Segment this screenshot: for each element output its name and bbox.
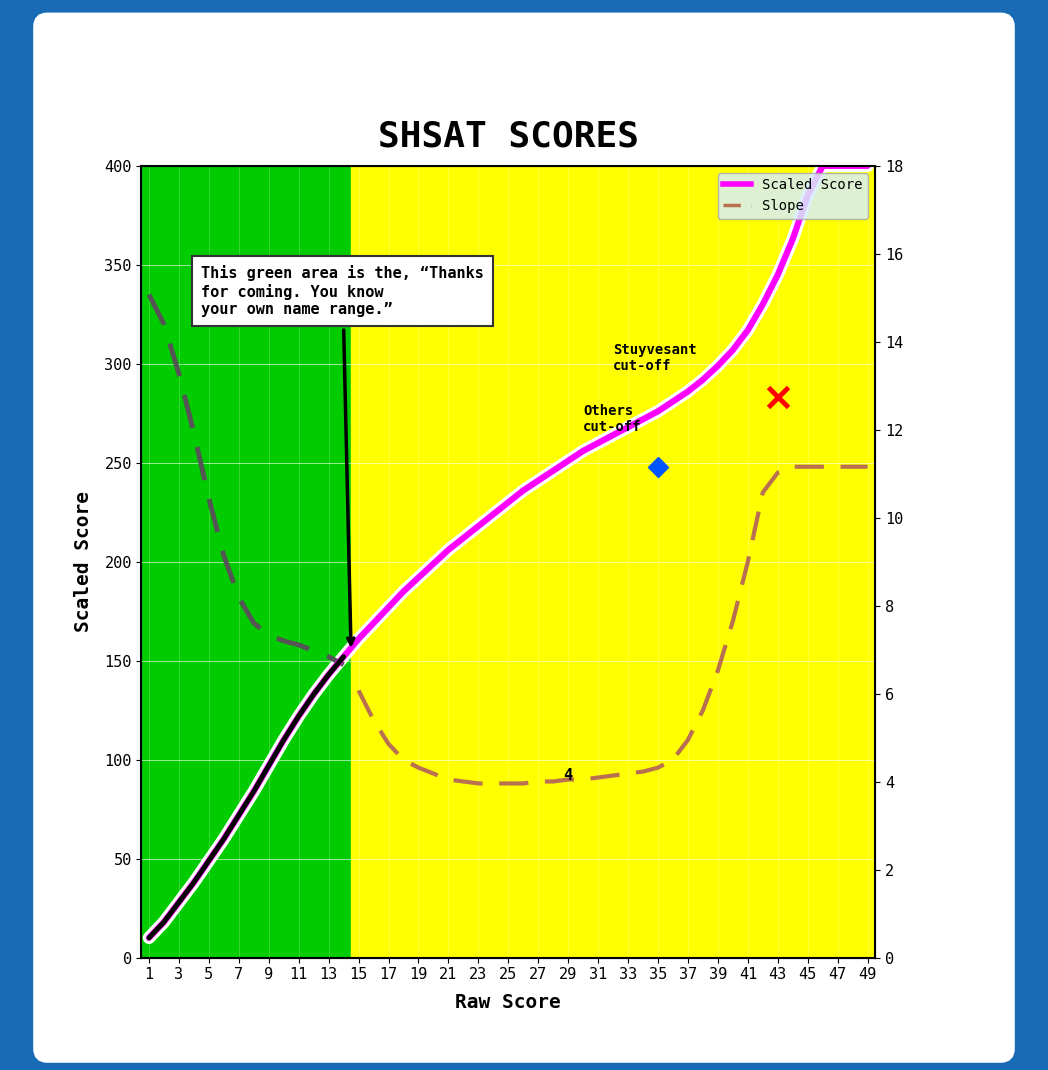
- Slope: [652, 761, 664, 774]
- Scaled Score: [742, 324, 755, 337]
- Slope: [786, 460, 799, 473]
- Scaled Score: [352, 632, 365, 645]
- Slope: [667, 753, 679, 766]
- FancyBboxPatch shape: [37, 16, 1011, 1059]
- Scaled Score: [157, 916, 170, 929]
- Slope: [383, 737, 395, 750]
- Scaled Score: [847, 159, 859, 172]
- Slope: [367, 714, 379, 727]
- Text: This green area is the, “Thanks
for coming. You know
your own name range.”: This green area is the, “Thanks for comi…: [201, 265, 484, 644]
- Scaled Score: [188, 876, 200, 889]
- Slope: [442, 773, 455, 785]
- Slope: [547, 775, 560, 788]
- Slope: [861, 460, 874, 473]
- Scaled Score: [726, 343, 739, 356]
- Slope: [637, 765, 650, 778]
- Bar: [351, 166, 875, 958]
- Scaled Score: [637, 413, 650, 426]
- Slope: [607, 769, 619, 782]
- Slope: [352, 684, 365, 697]
- Scaled Score: [218, 832, 231, 845]
- Y-axis label: Scaled Score: Scaled Score: [74, 491, 93, 632]
- Slope: [771, 467, 784, 479]
- Scaled Score: [757, 297, 769, 310]
- Text: 4: 4: [564, 768, 572, 783]
- Scaled Score: [517, 484, 529, 496]
- Slope: [562, 773, 574, 785]
- Slope: [802, 460, 814, 473]
- Slope: [592, 771, 605, 784]
- Scaled Score: [323, 668, 335, 681]
- Scaled Score: [472, 520, 484, 533]
- Scaled Score: [457, 532, 470, 545]
- Slope: [621, 767, 634, 780]
- Scaled Score: [621, 421, 634, 433]
- Text: Stuyvesant
cut-off: Stuyvesant cut-off: [613, 342, 697, 372]
- Slope: [532, 775, 545, 788]
- Slope: [472, 777, 484, 790]
- Slope: [502, 777, 515, 790]
- Scaled Score: [502, 496, 515, 509]
- Scaled Score: [307, 688, 320, 701]
- Scaled Score: [861, 159, 874, 172]
- Scaled Score: [667, 395, 679, 408]
- Scaled Score: [173, 896, 185, 908]
- Slope: [726, 614, 739, 627]
- Legend: Scaled Score, Slope: Scaled Score, Slope: [718, 172, 868, 219]
- Scaled Score: [547, 464, 560, 477]
- Slope: [816, 460, 829, 473]
- Title: SHSAT SCORES: SHSAT SCORES: [377, 120, 639, 153]
- Slope: [847, 460, 859, 473]
- Scaled Score: [143, 931, 155, 945]
- Slope: [712, 664, 724, 677]
- Scaled Score: [816, 159, 829, 172]
- Slope: [681, 734, 694, 747]
- Scaled Score: [532, 474, 545, 487]
- Line: Slope: Slope: [358, 467, 868, 783]
- Scaled Score: [262, 760, 275, 773]
- Slope: [742, 555, 755, 568]
- Scaled Score: [592, 437, 605, 449]
- Text: Others
cut-off: Others cut-off: [583, 403, 641, 434]
- Slope: [697, 704, 709, 717]
- Scaled Score: [831, 159, 844, 172]
- Slope: [831, 460, 844, 473]
- Scaled Score: [367, 616, 379, 629]
- Scaled Score: [576, 444, 589, 457]
- Scaled Score: [771, 269, 784, 281]
- Scaled Score: [442, 544, 455, 556]
- Scaled Score: [607, 429, 619, 442]
- Scaled Score: [247, 785, 260, 798]
- Scaled Score: [487, 508, 500, 521]
- Scaled Score: [652, 404, 664, 417]
- Slope: [517, 777, 529, 790]
- Scaled Score: [233, 809, 245, 822]
- X-axis label: Raw Score: Raw Score: [456, 993, 561, 1012]
- Slope: [428, 767, 440, 780]
- Bar: [141, 166, 351, 958]
- Scaled Score: [802, 189, 814, 202]
- Scaled Score: [697, 373, 709, 386]
- Scaled Score: [428, 557, 440, 570]
- Scaled Score: [412, 571, 424, 584]
- Scaled Score: [681, 385, 694, 398]
- Slope: [397, 753, 410, 766]
- Scaled Score: [383, 601, 395, 614]
- Scaled Score: [202, 854, 215, 867]
- Scaled Score: [562, 455, 574, 468]
- Slope: [576, 773, 589, 785]
- Scaled Score: [337, 651, 350, 663]
- Line: Scaled Score: Scaled Score: [149, 166, 868, 937]
- Scaled Score: [712, 360, 724, 372]
- Scaled Score: [278, 734, 290, 747]
- Slope: [757, 486, 769, 499]
- Slope: [487, 777, 500, 790]
- Scaled Score: [292, 709, 305, 722]
- Scaled Score: [786, 232, 799, 245]
- Slope: [412, 761, 424, 774]
- Scaled Score: [397, 585, 410, 598]
- Slope: [457, 775, 470, 788]
